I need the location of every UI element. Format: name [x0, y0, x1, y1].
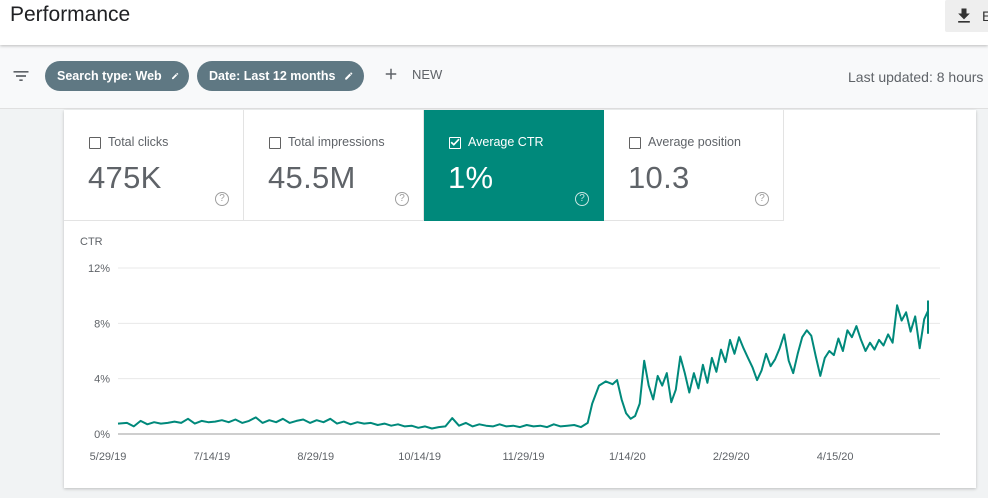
y-tick-label: 8%: [94, 318, 110, 330]
export-button[interactable]: E: [945, 0, 988, 32]
date-chip-label: Date: Last 12 months: [209, 69, 336, 83]
metric-total-clicks[interactable]: Total clicks 475K ?: [64, 110, 244, 221]
edit-pencil-icon: [345, 72, 353, 80]
metric-label: Average position: [648, 135, 741, 149]
last-updated-text: Last updated: 8 hours: [848, 69, 984, 85]
filter-list-icon[interactable]: [11, 66, 31, 86]
edit-pencil-icon: [171, 72, 178, 80]
metric-label: Average CTR: [468, 135, 544, 149]
download-icon: [958, 8, 970, 23]
x-tick-label: 1/14/20: [609, 451, 646, 463]
y-tick-label: 12%: [88, 263, 110, 275]
date-range-chip[interactable]: Date: Last 12 months: [197, 61, 364, 91]
metric-value: 10.3: [628, 160, 690, 195]
metric-average-ctr[interactable]: Average CTR 1% ?: [424, 110, 604, 221]
top-app-bar: Performance E: [0, 0, 988, 45]
help-icon[interactable]: ?: [575, 192, 589, 206]
x-tick-label: 11/29/19: [503, 451, 545, 463]
checkbox-unchecked-icon[interactable]: [89, 137, 101, 149]
search-type-chip-label: Search type: Web: [57, 69, 162, 83]
new-filter-label: NEW: [412, 66, 443, 82]
help-icon[interactable]: ?: [395, 192, 409, 206]
new-filter-button[interactable]: NEW: [382, 65, 442, 83]
ctr-line-chart: CTR 12% 8% 4% 0% 5/29/19 7/14/19 8/29/19 10/14/1…: [64, 221, 976, 488]
x-tick-label: 2/29/20: [713, 451, 750, 463]
x-tick-label: 7/14/19: [194, 451, 231, 463]
checkbox-unchecked-icon[interactable]: [269, 137, 281, 149]
metric-label: Total impressions: [288, 135, 385, 149]
y-axis-title: CTR: [80, 236, 103, 248]
checkbox-unchecked-icon[interactable]: [629, 137, 641, 149]
checkmark-icon: [450, 138, 460, 146]
page-title: Performance: [10, 3, 131, 26]
metric-average-position[interactable]: Average position 10.3 ?: [604, 110, 784, 221]
x-tick-label: 4/15/20: [817, 451, 854, 463]
metric-total-impressions[interactable]: Total impressions 45.5M ?: [244, 110, 424, 221]
checkbox-checked-icon[interactable]: [449, 137, 461, 149]
metric-value: 45.5M: [268, 160, 356, 195]
plus-icon: [385, 68, 397, 80]
performance-card: Total clicks 475K ? Total impressions 45…: [64, 110, 976, 488]
metric-tiles: Total clicks 475K ? Total impressions 45…: [64, 110, 784, 221]
help-icon[interactable]: ?: [215, 192, 229, 206]
metric-value: 475K: [88, 160, 162, 195]
chart-canvas: CTR 12% 8% 4% 0% 5/29/19 7/14/19 8/29/19 10/14/1…: [80, 236, 940, 463]
y-tick-label: 0%: [94, 429, 110, 441]
x-tick-label: 8/29/19: [297, 451, 334, 463]
ctr-series-line: [117, 300, 929, 430]
metric-value: 1%: [448, 160, 494, 195]
metric-label: Total clicks: [108, 135, 169, 149]
export-label: E: [982, 8, 988, 24]
y-tick-label: 4%: [94, 374, 110, 386]
help-icon[interactable]: ?: [755, 192, 769, 206]
x-tick-label: 10/14/19: [398, 451, 441, 463]
filter-bar: Search type: Web Date: Last 12 months NE…: [0, 45, 988, 109]
x-tick-label: 5/29/19: [90, 451, 127, 463]
search-type-chip[interactable]: Search type: Web: [45, 61, 189, 91]
